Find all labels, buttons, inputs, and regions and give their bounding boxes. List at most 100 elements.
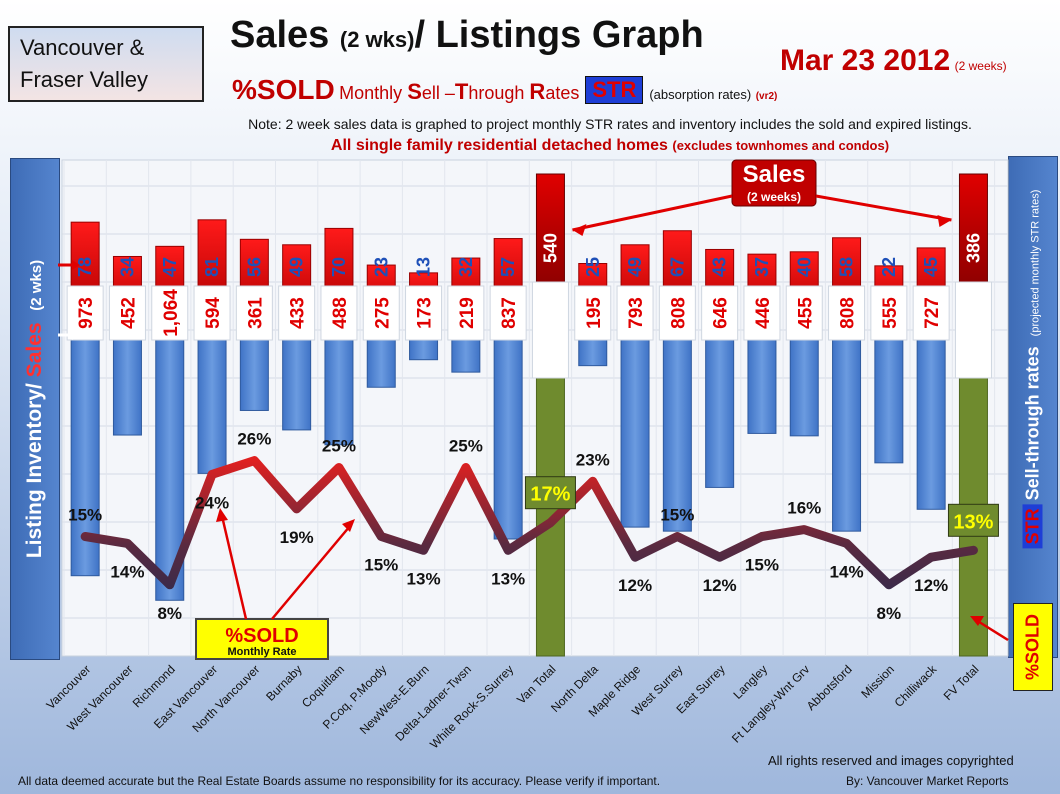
pct-label: 25% — [449, 437, 483, 456]
label-band-cell — [574, 285, 612, 341]
sold-arrow-2 — [271, 525, 351, 620]
pct-label: 8% — [157, 604, 182, 623]
sold-arrow-1 — [220, 515, 248, 620]
sales-label: 49 — [625, 257, 645, 277]
label-band-cell — [151, 285, 189, 341]
inventory-bar — [620, 312, 650, 528]
category-label: Langley — [730, 662, 770, 702]
label-band-cell — [278, 285, 316, 341]
page-title: Sales (2 wks)/ Listings Graph — [230, 14, 770, 57]
category-label: FV Total — [941, 662, 982, 703]
arrowhead — [937, 215, 952, 227]
absorption-note: (absorption rates) — [649, 87, 752, 102]
sales-label: 78 — [75, 257, 95, 277]
inventory-label: 452 — [118, 297, 139, 329]
pct-label: 24% — [195, 493, 229, 512]
title-main: Sales — [230, 14, 340, 56]
sales-label: 56 — [244, 257, 264, 277]
label-band-total-cell — [954, 281, 992, 379]
inventory-bar — [705, 312, 735, 488]
pct-label: 16% — [787, 499, 821, 518]
inventory-label: 275 — [372, 297, 393, 329]
pct-label: 12% — [914, 576, 948, 595]
inventory-pointer-head — [72, 330, 80, 340]
right-flag-arrow — [975, 618, 1009, 642]
label-band-cell — [489, 285, 527, 341]
pct-label: 13% — [407, 569, 441, 588]
sales-callout-arrow-right — [815, 194, 952, 222]
sales-label: 386 — [963, 233, 983, 263]
sales-callout-sub: (2 weeks) — [747, 190, 801, 204]
sales-callout-arrow-left — [572, 194, 733, 232]
inventory-bar — [916, 312, 946, 510]
sales-label: 34 — [117, 257, 137, 277]
pct-total-box — [947, 503, 999, 537]
copyright-note: All rights reserved and images copyright… — [768, 753, 1014, 768]
pct-label: 26% — [237, 430, 271, 449]
label-band-cell — [193, 285, 231, 341]
pct-label: 23% — [576, 450, 610, 469]
inventory-label: 646 — [711, 297, 732, 329]
label-band-cell — [320, 285, 358, 341]
sales-label: 37 — [752, 257, 772, 277]
pct-label: 15% — [660, 506, 694, 525]
category-label: Mission — [858, 662, 897, 701]
pct-labels: 15% 14% 8% 24% 26% 19% 25% 15% 13% 25% 13% 17% 23% 12… — [68, 430, 999, 623]
pct-label: 14% — [110, 562, 144, 581]
version-tag: (vr2) — [755, 91, 778, 102]
inventory-bar — [662, 312, 692, 532]
label-band-cell — [870, 285, 908, 341]
inventory-label: 727 — [922, 297, 943, 329]
label-band: 78 973 34 452 47 1,064 81 594 56 361 49 433 70 488 23 2… — [66, 233, 992, 379]
inventory-bar — [493, 312, 523, 540]
inventory-label: 1,064 — [161, 289, 182, 337]
pct-label-total: 17% — [530, 484, 570, 506]
report-date: Mar 23 2012 — [780, 44, 951, 77]
pct-label: 25% — [322, 437, 356, 456]
category-label: Delta-Ladner-Twsn — [392, 662, 474, 744]
category-label: Abbotsford — [804, 662, 855, 713]
right-sold-flag: %SOLD — [1013, 603, 1053, 691]
sales-label: 81 — [202, 257, 222, 277]
note-text: Note: 2 week sales data is graphed to pr… — [248, 116, 972, 132]
region-line-2: Fraser Valley — [20, 67, 148, 92]
category-label: Burnaby — [263, 662, 305, 704]
monthly-str-heading: Monthly Sell –Through Rates — [339, 79, 580, 104]
pct-label: 12% — [703, 576, 737, 595]
arrowhead — [970, 616, 984, 626]
inventory-label: 195 — [584, 297, 605, 329]
category-label: Chilliwack — [892, 662, 940, 710]
sales-label: 70 — [329, 257, 349, 277]
pct-label: 15% — [745, 556, 779, 575]
pct-total-box — [524, 476, 576, 510]
arrowhead — [216, 508, 228, 522]
sales-label: 23 — [371, 257, 391, 277]
sales-label: 58 — [837, 257, 857, 277]
sold-callout-sub: Monthly Rate — [227, 646, 296, 658]
sales-label: 47 — [160, 257, 180, 277]
label-band-cell — [66, 285, 104, 341]
sales-label: 25 — [583, 257, 603, 277]
label-band-cell — [828, 285, 866, 341]
pct-label: 12% — [618, 576, 652, 595]
pct-label: 14% — [830, 562, 864, 581]
pct-label: 13% — [491, 569, 525, 588]
sales-label: 40 — [794, 257, 814, 277]
inventory-label: 173 — [415, 297, 436, 329]
label-band-cell — [108, 285, 146, 341]
pct-label: 8% — [877, 604, 902, 623]
inventory-label: 837 — [499, 297, 520, 329]
sold-callout-title: %SOLD — [225, 625, 298, 647]
inventory-label: 446 — [753, 297, 774, 329]
sales-label: 67 — [667, 257, 687, 277]
sales-label: 49 — [287, 257, 307, 277]
pct-label: 15% — [364, 556, 398, 575]
excludes-text: All single family residential detached h… — [330, 137, 890, 154]
pct-label-total: 13% — [953, 511, 993, 533]
arrowhead — [342, 519, 355, 532]
category-label: Ft Langley-Wnt Grv — [729, 662, 812, 745]
sales-label: 13 — [414, 257, 434, 277]
label-band-cell — [616, 285, 654, 341]
